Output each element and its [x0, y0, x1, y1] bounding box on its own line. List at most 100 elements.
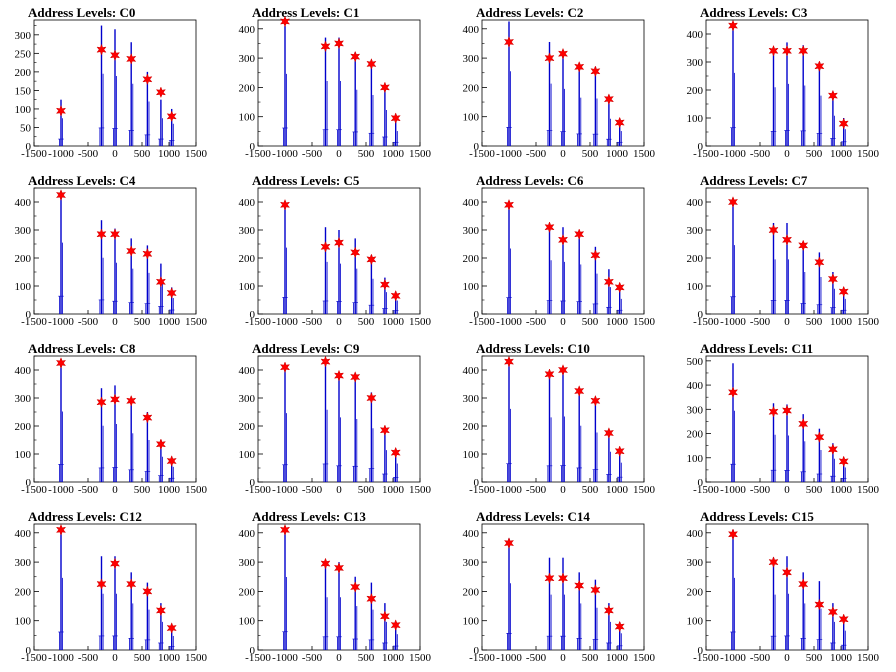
histogram-panel: Address Levels: C3 0 100 200 300 400 -1500 -100…: [672, 0, 896, 168]
star-marker: [109, 49, 121, 62]
y-tick-label: 200: [15, 67, 32, 79]
x-tick-label: -1000: [496, 652, 522, 664]
y-tick-label: 400: [687, 197, 704, 209]
histogram-panel: Address Levels: C5 0 100 200 300 400 -1500 -100…: [224, 168, 448, 336]
star-marker: [838, 455, 849, 468]
histogram-panel: Address Levels: C0 0 50 100 150 200 250 300 -150…: [0, 0, 224, 168]
histogram-plot: 0 100 200 300 400 -1500 -1000 -500 0 500 1000 1500: [463, 523, 656, 664]
star-marker: [379, 424, 391, 437]
panel-title: Address Levels: C12: [28, 509, 142, 524]
x-tick-label: 500: [358, 148, 375, 160]
y-tick-label: 400: [15, 528, 32, 540]
x-tick-label: -1000: [496, 484, 522, 496]
y-tick-label: 400: [463, 197, 480, 209]
star-marker: [557, 572, 569, 585]
x-tick-label: -500: [302, 316, 323, 328]
histogram-panel: Address Levels: C2 0 100 200 300 400 -1500 -100…: [448, 0, 672, 168]
star-marker: [320, 40, 331, 53]
x-tick-label: -1000: [496, 148, 522, 160]
star-marker: [126, 578, 137, 590]
y-tick-label: 200: [463, 586, 480, 598]
star-marker: [142, 247, 153, 260]
x-tick-label: 500: [806, 652, 823, 664]
y-tick-label: 0: [250, 645, 256, 657]
star-marker: [503, 36, 515, 48]
panel-title: Address Levels: C2: [476, 5, 584, 20]
x-tick-label: 1000: [606, 652, 629, 664]
x-tick-label: 1000: [382, 652, 405, 664]
panel-title: Address Levels: C15: [700, 509, 814, 524]
x-tick-label: 500: [582, 652, 599, 664]
x-tick-label: -1000: [720, 484, 746, 496]
star-marker: [109, 228, 121, 241]
y-tick-label: 0: [474, 141, 480, 153]
y-tick-label: 300: [15, 393, 32, 405]
x-tick-label: -1500: [693, 652, 719, 664]
star-marker: [126, 245, 137, 257]
star-marker: [142, 73, 153, 86]
star-marker: [320, 240, 331, 253]
x-tick-label: 1000: [830, 148, 853, 160]
y-tick-label: 300: [239, 53, 256, 65]
x-tick-label: -500: [302, 484, 323, 496]
star-marker: [557, 47, 569, 60]
star-marker: [155, 86, 167, 99]
x-tick-label: 0: [784, 652, 790, 664]
star-marker: [574, 60, 585, 73]
star-marker: [827, 89, 839, 102]
y-tick-label: 400: [15, 365, 32, 377]
x-tick-label: 1000: [830, 316, 853, 328]
star-marker: [350, 371, 361, 383]
y-tick-label: 100: [239, 616, 256, 628]
y-tick-label: 300: [15, 30, 32, 42]
y-tick-label: 200: [463, 253, 480, 265]
star-marker: [590, 65, 601, 78]
star-marker: [55, 523, 67, 536]
x-tick-label: -1000: [272, 652, 298, 664]
histogram-plot: 0 100 200 300 400 -1500 -1000 -500 0 500 1000 1500: [239, 187, 432, 328]
x-tick-label: 500: [358, 652, 375, 664]
y-tick-label: 300: [239, 557, 256, 569]
x-tick-label: 0: [112, 148, 118, 160]
star-marker: [781, 566, 793, 579]
star-marker: [320, 355, 331, 368]
y-tick-label: 400: [239, 197, 256, 209]
y-tick-label: 400: [463, 24, 480, 36]
y-tick-label: 300: [687, 404, 704, 416]
x-tick-label: -1000: [272, 484, 298, 496]
panel-title: Address Levels: C14: [476, 509, 590, 524]
star-marker: [366, 253, 377, 266]
x-tick-label: -500: [750, 316, 771, 328]
x-tick-label: -1500: [469, 484, 495, 496]
star-marker: [55, 357, 67, 369]
star-marker: [838, 613, 849, 626]
star-marker: [727, 386, 739, 399]
x-tick-label: -1500: [245, 484, 271, 496]
x-tick-label: 1000: [606, 316, 629, 328]
y-tick-label: 300: [463, 393, 480, 405]
histogram-plot: 0 100 200 300 400 -1500 -1000 -500 0 500 1000 1500: [15, 187, 208, 328]
x-tick-label: -1000: [48, 484, 74, 496]
star-marker: [574, 385, 585, 397]
x-tick-label: -500: [302, 148, 323, 160]
star-marker: [614, 116, 625, 129]
star-marker: [366, 392, 377, 404]
y-tick-label: 400: [687, 380, 704, 392]
y-tick-label: 0: [698, 477, 704, 489]
y-tick-label: 400: [239, 24, 256, 36]
panel-title: Address Levels: C1: [252, 5, 360, 20]
histogram-panel: Address Levels: C7 0 100 200 300 400 -1500 -100…: [672, 168, 896, 336]
y-tick-label: 400: [463, 528, 480, 540]
y-tick-label: 200: [239, 82, 256, 94]
histogram-panel: Address Levels: C15 0 100 200 300 400 -1500 -10…: [672, 504, 896, 672]
x-tick-label: -500: [78, 484, 99, 496]
x-tick-label: -500: [526, 148, 547, 160]
star-marker: [768, 405, 779, 418]
x-tick-label: -500: [526, 316, 547, 328]
histogram-plot: 0 100 200 300 400 -1500 -1000 -500 0 500 1000 1500: [687, 187, 880, 328]
panel-title: Address Levels: C0: [28, 5, 136, 20]
y-tick-label: 300: [15, 225, 32, 237]
star-marker: [142, 411, 153, 424]
histogram-plot: 0 100 200 300 400 -1500 -1000 -500 0 500 1000 1500: [239, 355, 432, 496]
